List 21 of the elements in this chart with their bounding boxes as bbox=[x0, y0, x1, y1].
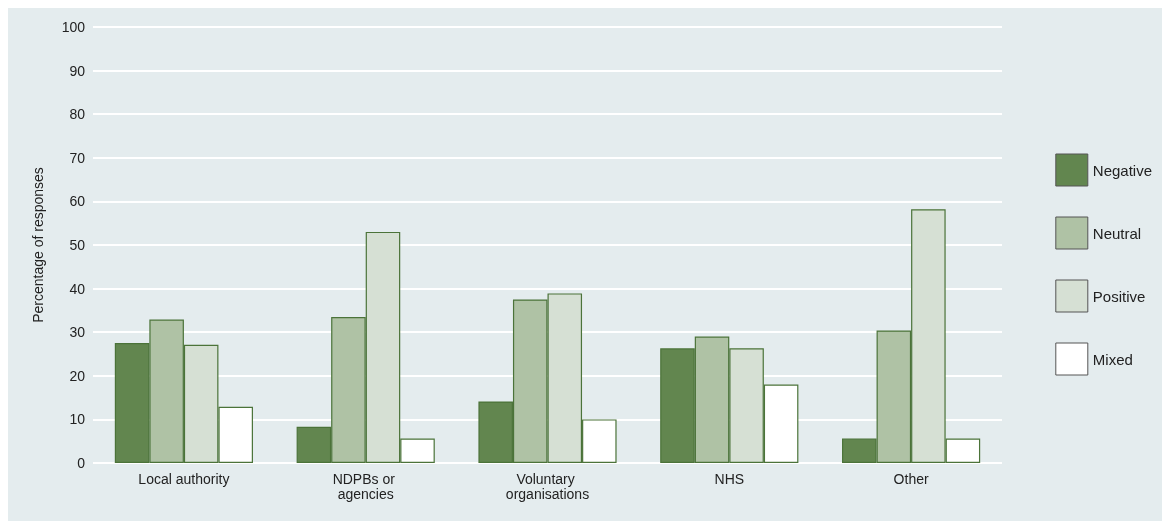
y-axis-title: Percentage of responses bbox=[30, 167, 46, 323]
x-tick-label: NDPBs or agencies bbox=[332, 470, 399, 502]
x-tick-label: Other bbox=[893, 470, 929, 487]
y-tick-label: 80 bbox=[69, 106, 86, 123]
y-tick-label: 30 bbox=[69, 324, 86, 341]
legend-label: Negative bbox=[1092, 161, 1152, 179]
y-tick-label: 90 bbox=[69, 62, 86, 79]
x-tick-label: Local authority bbox=[138, 470, 230, 487]
y-tick-label: 20 bbox=[69, 367, 86, 384]
x-tick-label: NHS bbox=[714, 470, 745, 487]
legend-label: Positive bbox=[1092, 287, 1146, 305]
x-tick-label: Voluntary organisations bbox=[505, 470, 590, 502]
y-tick-label: 10 bbox=[69, 411, 86, 428]
y-tick-label: 0 bbox=[77, 455, 86, 471]
legend-label: Neutral bbox=[1092, 224, 1142, 242]
y-tick-label: 70 bbox=[69, 149, 86, 166]
y-tick-label: 60 bbox=[69, 193, 86, 210]
y-tick-label: 100 bbox=[61, 19, 86, 35]
legend-label: Mixed bbox=[1092, 350, 1133, 368]
y-tick-label: 40 bbox=[69, 280, 86, 297]
y-tick-label: 50 bbox=[69, 237, 86, 253]
